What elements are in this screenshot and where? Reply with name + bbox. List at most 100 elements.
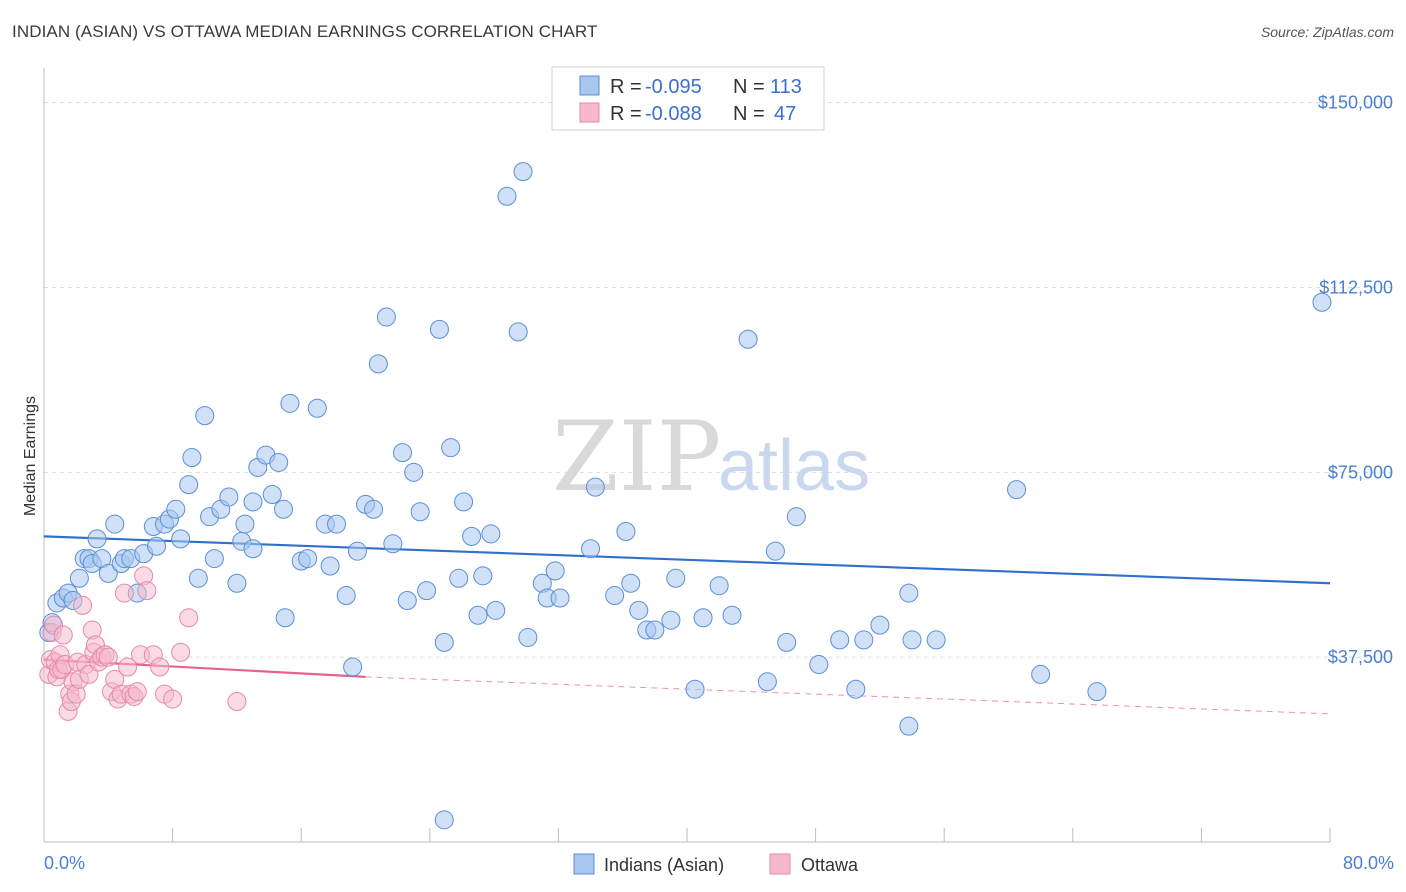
legend-r-value-2: -0.088 — [645, 103, 702, 125]
point-indians-asian-107 — [902, 630, 922, 650]
point-indians-asian-13 — [105, 514, 125, 534]
point-indians-asian-62 — [417, 581, 437, 601]
x-tick-label-min: 0.0% — [44, 853, 85, 873]
source-credit: Source: ZipAtlas.com — [1260, 24, 1394, 40]
y-tick-label-1: $75,000 — [1328, 462, 1393, 482]
point-indians-asian-36 — [243, 492, 263, 512]
point-indians-asian-33 — [227, 573, 247, 593]
point-indians-asian-30 — [204, 549, 224, 569]
point-indians-asian-74 — [508, 322, 528, 342]
point-indians-asian-12 — [98, 563, 118, 583]
point-indians-asian-28 — [195, 406, 215, 426]
point-ottawa-46 — [227, 692, 247, 712]
y-tick-label-0: $37,500 — [1328, 647, 1393, 667]
point-indians-asian-49 — [327, 514, 347, 534]
point-indians-asian-40 — [269, 452, 289, 472]
point-indians-asian-67 — [454, 492, 474, 512]
point-indians-asian-114 — [243, 539, 263, 559]
point-indians-asian-81 — [581, 539, 601, 559]
point-indians-asian-43 — [275, 608, 295, 628]
point-ottawa-33 — [118, 657, 138, 677]
point-indians-asian-76 — [518, 627, 538, 647]
bottom-legend-label-indians: Indians (Asian) — [604, 855, 724, 875]
legend-n-value-1: 113 — [770, 76, 802, 98]
point-indians-asian-26 — [182, 448, 202, 468]
point-indians-asian-70 — [473, 566, 493, 586]
point-indians-asian-66 — [449, 568, 469, 588]
point-indians-asian-82 — [585, 477, 605, 497]
point-indians-asian-73 — [497, 186, 517, 206]
point-indians-asian-25 — [179, 475, 199, 495]
point-indians-asian-64 — [434, 632, 454, 652]
bottom-legend-swatch-pink — [769, 853, 791, 875]
point-indians-asian-72 — [486, 600, 506, 620]
point-indians-asian-80 — [550, 588, 570, 608]
point-indians-asian-20 — [147, 536, 167, 556]
point-indians-asian-106 — [899, 716, 919, 736]
point-indians-asian-94 — [722, 605, 742, 625]
point-indians-asian-68 — [462, 526, 482, 546]
legend-r-value-1: -0.095 — [645, 76, 702, 98]
point-indians-asian-95 — [738, 329, 758, 349]
point-indians-asian-105 — [899, 583, 919, 603]
point-indians-asian-108 — [926, 630, 946, 650]
point-indians-asian-103 — [854, 630, 874, 650]
point-indians-asian-61 — [410, 502, 430, 522]
point-indians-asian-48 — [320, 556, 340, 576]
point-indians-asian-35 — [235, 514, 255, 534]
point-indians-asian-113 — [434, 810, 454, 830]
trend-line-ottawa-extrapolated — [365, 676, 1331, 715]
axes — [43, 68, 1331, 843]
point-indians-asian-6 — [69, 568, 89, 588]
point-indians-asian-58 — [392, 443, 412, 463]
point-indians-asian-91 — [685, 679, 705, 699]
point-ottawa-43 — [163, 689, 183, 709]
legend-r-label-2: R = — [610, 103, 642, 125]
legend-n-value-2: 47 — [774, 103, 796, 125]
point-indians-asian-65 — [441, 438, 461, 458]
point-indians-asian-27 — [188, 568, 208, 588]
point-indians-asian-69 — [468, 605, 488, 625]
point-indians-asian-85 — [621, 573, 641, 593]
legend-n-label-2: N = — [733, 103, 765, 125]
point-indians-asian-71 — [481, 524, 501, 544]
point-indians-asian-45 — [298, 549, 318, 569]
point-indians-asian-24 — [171, 529, 191, 549]
point-indians-asian-59 — [397, 590, 417, 610]
x-tick-label-max: 80.0% — [1343, 853, 1394, 873]
gridlines — [44, 102, 1394, 658]
y-tick-label-3: $150,000 — [1318, 93, 1393, 113]
correlation-legend: R = -0.095 N = 113 R = -0.088 N = 47 — [551, 66, 825, 131]
point-indians-asian-63 — [429, 319, 449, 339]
point-indians-asian-54 — [364, 499, 384, 519]
chart-title: INDIAN (ASIAN) VS OTTAWA MEDIAN EARNINGS… — [12, 22, 598, 41]
legend-swatch-blue — [579, 75, 600, 96]
point-indians-asian-110 — [1031, 664, 1051, 684]
point-ottawa-18 — [73, 595, 93, 615]
series-ottawa — [39, 566, 247, 721]
point-indians-asian-52 — [347, 541, 367, 561]
point-indians-asian-42 — [280, 393, 300, 413]
watermark-zip: ZIP — [552, 401, 721, 513]
point-ottawa-41 — [150, 657, 170, 677]
point-ottawa-36 — [127, 682, 147, 702]
point-indians-asian-96 — [757, 672, 777, 692]
point-indians-asian-79 — [545, 561, 565, 581]
point-indians-asian-93 — [709, 576, 729, 596]
point-indians-asian-32 — [219, 487, 239, 507]
series-legend: Indians (Asian) Ottawa — [573, 853, 859, 875]
point-indians-asian-46 — [307, 398, 327, 418]
point-indians-asian-111 — [1087, 682, 1107, 702]
point-indians-asian-102 — [846, 679, 866, 699]
point-indians-asian-101 — [830, 630, 850, 650]
point-indians-asian-109 — [1007, 480, 1027, 500]
point-indians-asian-89 — [661, 610, 681, 630]
bottom-legend-swatch-blue — [573, 853, 595, 875]
point-indians-asian-84 — [616, 521, 636, 541]
point-ottawa-45 — [179, 608, 199, 628]
legend-r-label-1: R = — [610, 76, 642, 98]
point-indians-asian-83 — [605, 586, 625, 606]
point-indians-asian-97 — [765, 541, 785, 561]
legend-swatch-pink — [579, 102, 600, 123]
point-indians-asian-90 — [666, 568, 686, 588]
